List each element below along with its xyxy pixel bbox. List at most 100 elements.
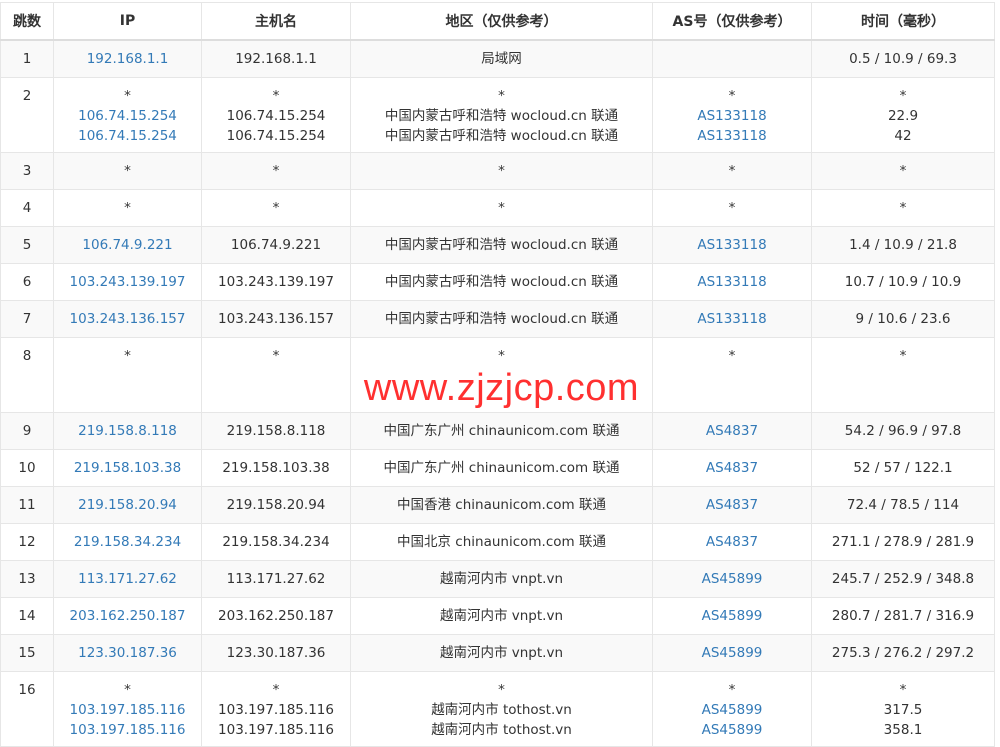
- ip-cell: 219.158.103.38: [53, 449, 202, 487]
- ip-link[interactable]: 103.197.185.116: [69, 722, 186, 738]
- as-link[interactable]: AS45899: [701, 722, 763, 738]
- region-cell: 越南河内市 vnpt.vn: [350, 634, 653, 672]
- region-text: 越南河内市 tothost.vn: [431, 722, 572, 738]
- as-cell: AS45899: [652, 597, 812, 635]
- time-text: 271.1 / 278.9 / 281.9: [831, 534, 975, 550]
- header-hop: 跳数: [0, 2, 54, 41]
- time-text: 280.7 / 281.7 / 316.9: [831, 608, 975, 624]
- host-cell: *: [201, 189, 351, 227]
- as-cell: *: [652, 152, 812, 190]
- as-link[interactable]: AS45899: [701, 608, 763, 624]
- time-text: 9 / 10.6 / 23.6: [855, 311, 951, 327]
- host-text: 203.162.250.187: [218, 608, 334, 624]
- region-cell: 中国内蒙古呼和浩特 wocloud.cn 联通: [350, 300, 653, 338]
- ip-link[interactable]: 219.158.103.38: [73, 460, 182, 476]
- as-text: *: [728, 682, 736, 698]
- table-row: 2 * 106.74.15.254 106.74.15.254 * 106.74.15.2…: [0, 77, 995, 153]
- as-link[interactable]: AS4837: [705, 534, 759, 550]
- as-link[interactable]: AS133118: [697, 311, 767, 327]
- time-text: 52 / 57 / 122.1: [853, 460, 953, 476]
- time-text: 54.2 / 96.9 / 97.8: [844, 423, 962, 439]
- time-text: *: [899, 200, 907, 216]
- table-row: 3 * * * * *: [0, 152, 995, 190]
- time-cell: 275.3 / 276.2 / 297.2: [811, 634, 995, 672]
- ip-link[interactable]: 203.162.250.187: [69, 608, 186, 624]
- ip-link[interactable]: 219.158.34.234: [73, 534, 182, 550]
- region-cell: 中国北京 chinaunicom.com 联通: [350, 523, 653, 561]
- host-text: *: [272, 348, 280, 364]
- ip-link[interactable]: 219.158.8.118: [78, 423, 177, 439]
- time-text: 358.1: [883, 722, 923, 738]
- region-text: 中国内蒙古呼和浩特 wocloud.cn 联通: [384, 237, 619, 253]
- as-link[interactable]: AS4837: [705, 460, 759, 476]
- time-text: 72.4 / 78.5 / 114: [846, 497, 960, 513]
- table-row: 8 * * * www.zjzjcp.com * *: [0, 337, 995, 413]
- ip-cell: *: [53, 189, 202, 227]
- region-cell: * www.zjzjcp.com: [350, 337, 653, 413]
- as-link[interactable]: AS133118: [697, 274, 767, 290]
- ip-cell: 103.243.136.157: [53, 300, 202, 338]
- as-cell: *: [652, 189, 812, 227]
- time-cell: 0.5 / 10.9 / 69.3: [811, 39, 995, 78]
- time-cell: 1.4 / 10.9 / 21.8: [811, 226, 995, 264]
- ip-cell: *: [53, 337, 202, 413]
- time-cell: 245.7 / 252.9 / 348.8: [811, 560, 995, 598]
- hop-cell: 14: [0, 597, 54, 635]
- header-host: 主机名: [201, 2, 351, 41]
- ip-cell: 219.158.34.234: [53, 523, 202, 561]
- region-text: 中国内蒙古呼和浩特 wocloud.cn 联通: [384, 108, 619, 124]
- host-text: 219.158.103.38: [222, 460, 330, 476]
- time-text: *: [899, 88, 907, 104]
- host-text: 219.158.20.94: [226, 497, 326, 513]
- ip-cell: 106.74.9.221: [53, 226, 202, 264]
- ip-cell: * 106.74.15.254 106.74.15.254: [53, 77, 202, 153]
- host-text: 103.197.185.116: [218, 722, 334, 738]
- ip-link[interactable]: 113.171.27.62: [78, 571, 177, 587]
- region-text: 越南河内市 vnpt.vn: [439, 571, 564, 587]
- hop-cell: 11: [0, 486, 54, 524]
- hop-cell: 4: [0, 189, 54, 227]
- as-text: *: [728, 200, 736, 216]
- host-text: 123.30.187.36: [226, 645, 326, 661]
- ip-link[interactable]: 103.243.139.197: [69, 274, 186, 290]
- time-text: 42: [894, 128, 912, 144]
- hop-cell: 7: [0, 300, 54, 338]
- as-link[interactable]: AS4837: [705, 497, 759, 513]
- ip-link[interactable]: 219.158.20.94: [78, 497, 177, 513]
- region-text: 中国广东广州 chinaunicom.com 联通: [383, 460, 620, 476]
- ip-cell: 203.162.250.187: [53, 597, 202, 635]
- time-text: 317.5: [883, 702, 923, 718]
- host-cell: 123.30.187.36: [201, 634, 351, 672]
- ip-link[interactable]: 103.197.185.116: [69, 702, 186, 718]
- ip-text: *: [124, 200, 131, 216]
- table-row: 9 219.158.8.118 219.158.8.118 中国广东广州 chinau…: [0, 412, 995, 450]
- table-header: 跳数 IP 主机名 地区（仅供参考） AS号（仅供参考） 时间（毫秒）: [0, 2, 995, 41]
- table-row: 13 113.171.27.62 113.171.27.62 越南河内市 vnpt.v…: [0, 560, 995, 598]
- region-text: 中国北京 chinaunicom.com 联通: [397, 534, 606, 550]
- host-text: *: [272, 163, 280, 179]
- as-link[interactable]: AS133118: [697, 108, 767, 124]
- ip-link[interactable]: 192.168.1.1: [86, 51, 169, 67]
- host-cell: 192.168.1.1: [201, 39, 351, 78]
- time-text: 10.7 / 10.9 / 10.9: [844, 274, 962, 290]
- ip-link[interactable]: 103.243.136.157: [69, 311, 186, 327]
- ip-cell: 113.171.27.62: [53, 560, 202, 598]
- region-cell: *: [350, 189, 653, 227]
- as-link[interactable]: AS45899: [701, 702, 763, 718]
- ip-text: *: [124, 163, 131, 179]
- host-cell: 219.158.103.38: [201, 449, 351, 487]
- as-link[interactable]: AS4837: [705, 423, 759, 439]
- as-text: *: [728, 163, 736, 179]
- as-link[interactable]: AS45899: [701, 571, 763, 587]
- ip-link[interactable]: 123.30.187.36: [78, 645, 177, 661]
- region-cell: 局域网: [350, 39, 653, 78]
- as-cell: AS4837: [652, 523, 812, 561]
- region-text: 越南河内市 vnpt.vn: [439, 645, 564, 661]
- ip-link[interactable]: 106.74.15.254: [78, 108, 177, 124]
- ip-link[interactable]: 106.74.15.254: [78, 128, 177, 144]
- region-cell: 中国内蒙古呼和浩特 wocloud.cn 联通: [350, 263, 653, 301]
- as-link[interactable]: AS45899: [701, 645, 763, 661]
- as-link[interactable]: AS133118: [697, 128, 767, 144]
- as-link[interactable]: AS133118: [697, 237, 767, 253]
- ip-link[interactable]: 106.74.9.221: [82, 237, 173, 253]
